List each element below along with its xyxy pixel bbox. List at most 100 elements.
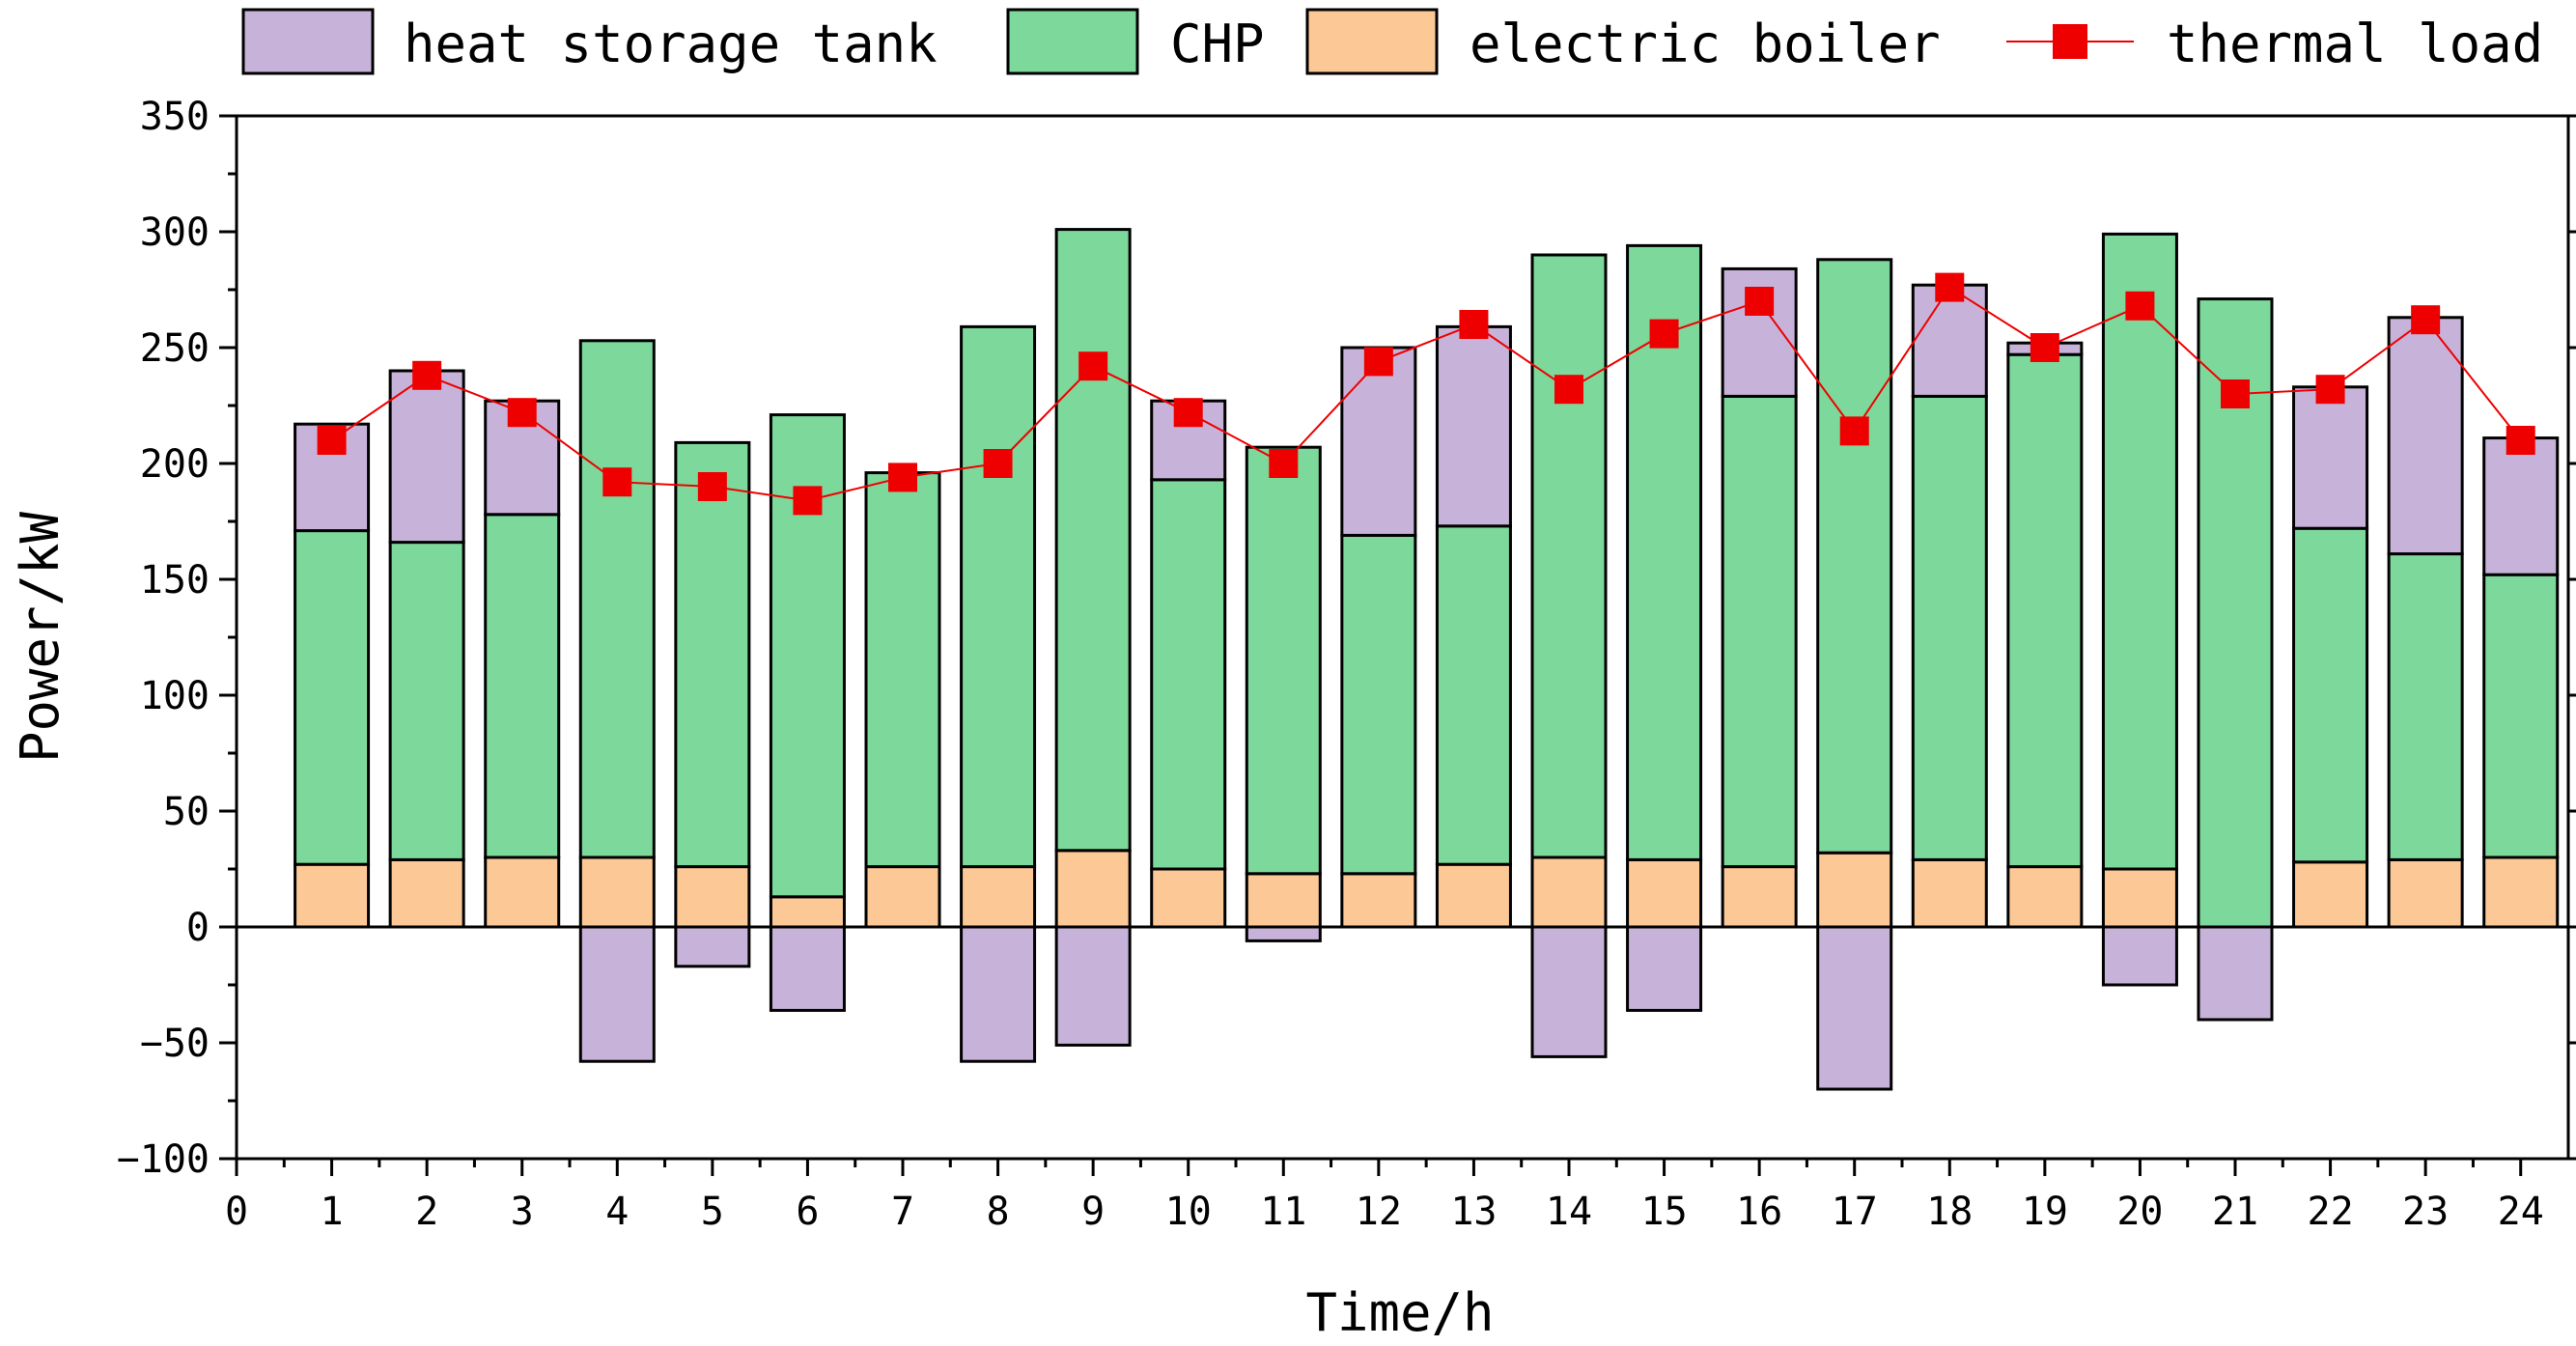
thermal-load-point-h5: [697, 472, 727, 501]
thermal-load-point-h11: [1269, 449, 1299, 478]
bar-chp-h17: [1816, 258, 1893, 855]
bar-chp-h22: [2292, 526, 2369, 864]
thermal-load-point-h2: [412, 360, 442, 390]
thermal-load-point-h20: [2125, 291, 2155, 321]
legend-item-chp: CHP: [1006, 8, 1265, 75]
bar-electric-boiler-h24: [2482, 855, 2560, 929]
bar-chp-h2: [388, 541, 465, 861]
x-tick-label: 4: [605, 1190, 629, 1234]
legend-swatch-chp: [1006, 8, 1139, 75]
thermal-load-point-h7: [888, 463, 917, 492]
x-tick-label: 23: [2402, 1190, 2449, 1234]
legend-item-electric-boiler: electric boiler: [1305, 8, 1941, 75]
thermal-load-point-h16: [1745, 287, 1775, 316]
bar-heat-storage-tank-h2: [388, 369, 465, 545]
bar-electric-boiler-h17: [1816, 851, 1893, 929]
x-tick-label: 21: [2212, 1190, 2258, 1234]
thermal-load-point-h18: [1935, 272, 1965, 302]
x-tick-label: 18: [1926, 1190, 1973, 1234]
x-tick-label: 7: [891, 1190, 914, 1234]
bar-electric-boiler-h6: [769, 895, 846, 929]
bar-electric-boiler-h3: [484, 855, 561, 929]
thermal-load-point-h14: [1554, 375, 1583, 405]
y-tick-label: 200: [140, 442, 210, 487]
thermal-load-point-h9: [1078, 351, 1108, 381]
bar-chp-h9: [1054, 228, 1132, 853]
bar-chp-h4: [578, 339, 656, 859]
x-tick-label: 22: [2307, 1190, 2353, 1234]
bar-heat-storage-tank-h15: [1626, 925, 1703, 1012]
x-tick-label: 2: [415, 1190, 438, 1234]
legend-item-heat-storage-tank: heat storage tank: [241, 8, 938, 75]
thermal-load-point-h3: [507, 398, 537, 428]
bar-heat-storage-tank-h21: [2197, 925, 2274, 1022]
x-tick-label: 3: [511, 1190, 534, 1234]
bar-heat-storage-tank-h5: [674, 925, 751, 968]
x-tick-label: 9: [1081, 1190, 1105, 1234]
thermal-load-point-h19: [2030, 333, 2059, 362]
bar-electric-boiler-h11: [1245, 872, 1322, 929]
bar-heat-storage-tank-h10: [1150, 399, 1227, 482]
bar-chp-h16: [1721, 394, 1798, 869]
bar-electric-boiler-h1: [294, 862, 371, 929]
bar-chp-h14: [1530, 253, 1608, 859]
bar-heat-storage-tank-h9: [1054, 925, 1132, 1047]
bar-electric-boiler-h20: [2101, 867, 2178, 929]
thermal-load-point-h13: [1459, 310, 1489, 339]
x-tick-label: 8: [987, 1190, 1010, 1234]
thermal-load-point-h24: [2506, 426, 2535, 455]
bar-electric-boiler-h12: [1340, 872, 1417, 929]
y-tick-label: 350: [140, 95, 210, 139]
x-tick-label: 15: [1640, 1190, 1687, 1234]
bar-chp-h12: [1340, 533, 1417, 876]
bar-heat-storage-tank-h6: [769, 925, 846, 1012]
legend-label-thermal-load: thermal load: [2167, 14, 2543, 74]
bar-electric-boiler-h2: [388, 857, 465, 929]
bar-heat-storage-tank-h11: [1245, 925, 1322, 942]
ticks-layer: [219, 114, 2576, 1176]
x-tick-label: 19: [2022, 1190, 2068, 1234]
bar-electric-boiler-h23: [2387, 857, 2464, 929]
legend-marker-thermal-load: [2053, 24, 2087, 59]
bar-heat-storage-tank-h20: [2101, 925, 2178, 987]
y-tick-labels: −100 −50 0 50 100 150 200 250 300 350: [117, 95, 210, 1182]
x-tick-label: 6: [796, 1190, 819, 1234]
legend-swatch-heat-storage-tank: [241, 8, 375, 75]
bar-electric-boiler-h14: [1530, 855, 1608, 929]
legend-item-thermal-load: thermal load: [2006, 14, 2543, 74]
bar-heat-storage-tank-h14: [1530, 925, 1608, 1058]
bar-electric-boiler-h9: [1054, 849, 1132, 929]
y-tick-label: 100: [140, 674, 210, 718]
thermal-load-line: [331, 286, 2522, 502]
x-tick-label: 0: [225, 1190, 248, 1234]
x-tick-label: 5: [701, 1190, 724, 1234]
bar-heat-storage-tank-h17: [1816, 925, 1893, 1091]
bar-chp-h23: [2387, 552, 2464, 861]
bar-electric-boiler-h7: [864, 865, 941, 929]
thermal-load-point-h23: [2411, 305, 2441, 335]
x-tick-label: 13: [1450, 1190, 1497, 1234]
x-tick-label: 20: [2116, 1190, 2163, 1234]
thermal-load-line-layer: [317, 272, 2535, 516]
bar-chp-h19: [2006, 352, 2084, 869]
bar-electric-boiler-h8: [960, 865, 1037, 929]
bar-electric-boiler-h13: [1435, 862, 1512, 929]
y-tick-label: −100: [117, 1137, 210, 1182]
x-tick-label: 11: [1260, 1190, 1306, 1234]
x-tick-label: 14: [1546, 1190, 1592, 1234]
thermal-load-point-h1: [317, 426, 347, 455]
bar-chp-h10: [1150, 478, 1227, 871]
legend-label-chp: CHP: [1170, 14, 1265, 74]
bar-chp-h8: [960, 324, 1037, 869]
bar-chp-h20: [2101, 232, 2178, 871]
y-tick-label: 300: [140, 210, 210, 255]
bar-chp-h18: [1911, 394, 1988, 861]
bar-heat-storage-tank-h8: [960, 925, 1037, 1063]
legend-label-electric-boiler: electric boiler: [1470, 14, 1941, 74]
thermal-load-point-h6: [793, 486, 823, 516]
bars-layer: [294, 228, 2560, 1091]
bar-chp-h24: [2482, 573, 2560, 859]
legend-swatch-electric-boiler: [1305, 8, 1439, 75]
bar-electric-boiler-h18: [1911, 857, 1988, 929]
